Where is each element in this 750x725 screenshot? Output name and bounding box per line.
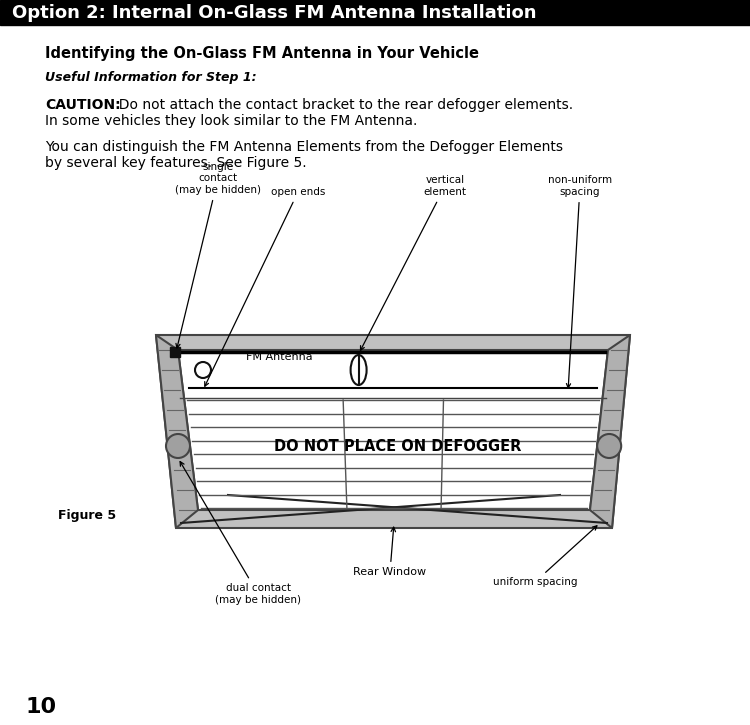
Text: Identifying the On-Glass FM Antenna in Your Vehicle: Identifying the On-Glass FM Antenna in Y… <box>45 46 479 60</box>
Text: DO NOT PLACE ON DEFOGGER: DO NOT PLACE ON DEFOGGER <box>274 439 522 454</box>
Text: Do not attach the contact bracket to the rear defogger elements.: Do not attach the contact bracket to the… <box>110 98 573 112</box>
Polygon shape <box>178 350 608 510</box>
Text: open ends: open ends <box>205 187 326 386</box>
Text: Useful Information for Step 1:: Useful Information for Step 1: <box>45 70 256 83</box>
Circle shape <box>166 434 190 458</box>
Bar <box>170 347 180 357</box>
Text: dual contact
(may be hidden): dual contact (may be hidden) <box>180 462 301 605</box>
Text: Figure 5: Figure 5 <box>58 508 116 521</box>
Text: Rear Window: Rear Window <box>353 527 427 577</box>
Text: FM Antenna: FM Antenna <box>246 352 313 362</box>
Circle shape <box>597 434 621 458</box>
Text: vertical
element: vertical element <box>361 175 466 350</box>
Text: by several key features. See Figure 5.: by several key features. See Figure 5. <box>45 156 307 170</box>
Text: uniform spacing: uniform spacing <box>493 526 597 587</box>
Text: In some vehicles they look similar to the FM Antenna.: In some vehicles they look similar to th… <box>45 114 417 128</box>
Bar <box>0 0 750 25</box>
Text: 10: 10 <box>25 697 56 717</box>
Polygon shape <box>590 335 630 528</box>
Text: Option 2: Internal On-Glass FM Antenna Installation: Option 2: Internal On-Glass FM Antenna I… <box>12 4 536 22</box>
Polygon shape <box>156 335 630 528</box>
Text: CAUTION:: CAUTION: <box>45 98 121 112</box>
Text: You can distinguish the FM Antenna Elements from the Defogger Elements: You can distinguish the FM Antenna Eleme… <box>45 140 563 154</box>
Text: non-uniform
spacing: non-uniform spacing <box>548 175 612 388</box>
Text: single
contact
(may be hidden): single contact (may be hidden) <box>175 162 261 348</box>
Polygon shape <box>156 335 198 528</box>
